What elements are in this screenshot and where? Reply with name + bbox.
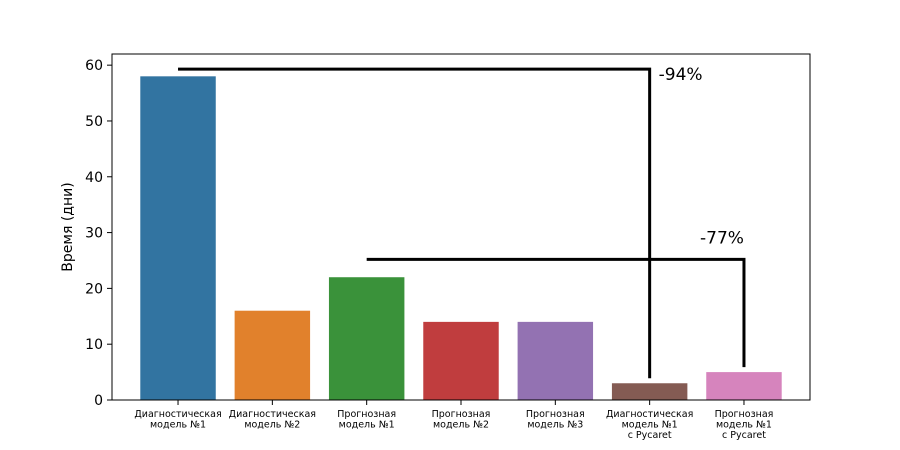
annotation-bracket-2 — [366, 257, 746, 368]
y-axis: 0 10 20 30 40 50 60 — [85, 58, 112, 409]
y-tick-label: 60 — [85, 58, 103, 74]
x-tick-label: Прогнозная модель №1 — [337, 409, 396, 431]
bar-7 — [706, 372, 782, 400]
bar-2 — [234, 310, 311, 400]
bars-group — [140, 76, 782, 401]
bar-5 — [517, 321, 594, 400]
annotations-group: -94% -77% — [178, 65, 746, 379]
x-tick-label: Прогнозная модель №2 — [432, 409, 491, 431]
y-tick-label: 0 — [94, 393, 103, 409]
y-tick-label: 10 — [85, 337, 103, 353]
y-axis-label: Время (дни) — [60, 182, 76, 271]
bar-6 — [611, 383, 688, 400]
x-tick-label: Диагностическая модель №1 с Pycaret — [606, 409, 693, 441]
x-tick-label: Диагностическая модель №1 — [134, 409, 221, 431]
annotation-bracket-1 — [178, 67, 652, 379]
bar-1 — [140, 76, 216, 401]
x-tick-label: Диагностическая модель №2 — [229, 409, 316, 431]
y-tick-label: 30 — [85, 226, 103, 242]
bar-4 — [423, 321, 499, 400]
annotation-label-1: -94% — [659, 65, 703, 85]
bar-3 — [328, 277, 405, 400]
y-tick-label: 50 — [85, 114, 103, 130]
x-tick-label: Прогнозная модель №3 — [526, 409, 585, 431]
y-tick-label: 20 — [85, 281, 103, 297]
annotation-label-2: -77% — [700, 228, 744, 248]
y-tick-label: 40 — [85, 170, 103, 186]
x-tick-label: Прогнозная модель №1 с Pycaret — [715, 409, 774, 441]
x-axis: Диагностическая модель №1 Диагностическая м… — [134, 400, 773, 441]
